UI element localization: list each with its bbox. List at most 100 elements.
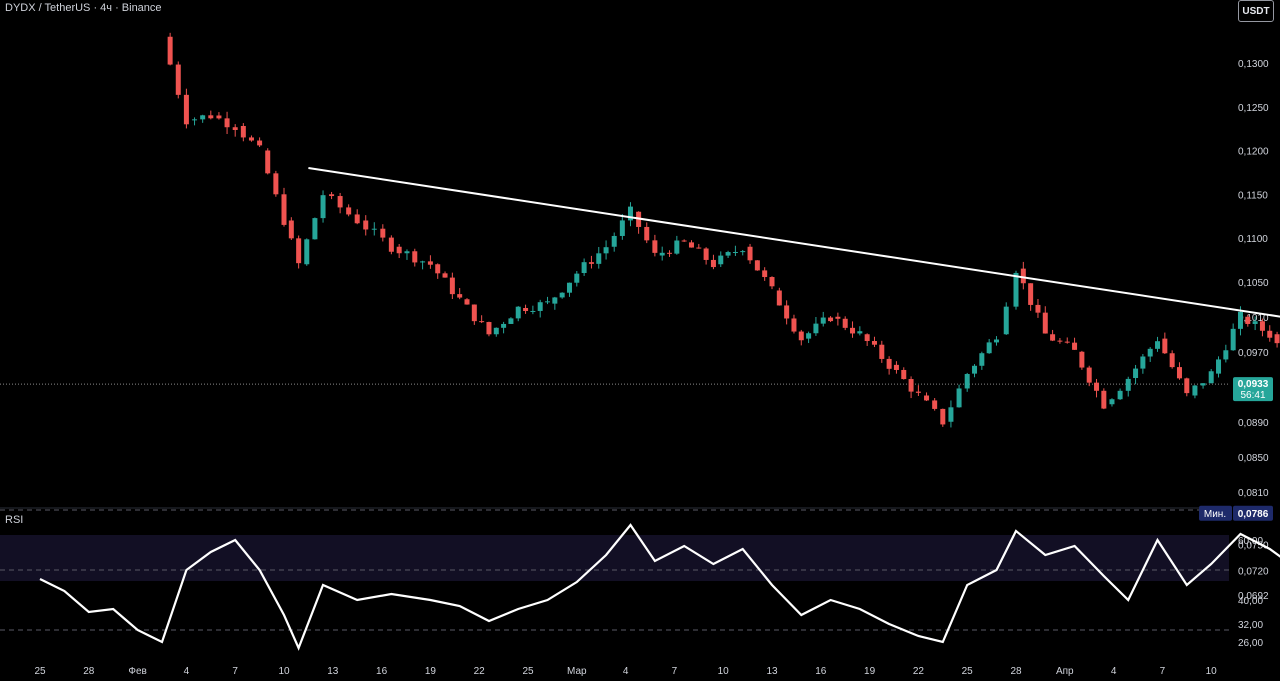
time-tick-label: 10 [1206, 666, 1218, 677]
candle-body [354, 214, 360, 224]
countdown-value: 56:41 [1240, 390, 1265, 401]
candle-body [652, 240, 658, 253]
price-tick-label: 0,0692 [1238, 591, 1269, 602]
candle-body [486, 322, 492, 335]
candle-body [979, 353, 985, 366]
candle-body [820, 317, 826, 324]
candle-body [1072, 342, 1078, 350]
candle-body [703, 248, 709, 260]
candle-body [940, 408, 946, 425]
candle-body [1028, 283, 1034, 305]
symbol-title[interactable]: DYDX / TetherUS · 4ч · Binance [5, 2, 162, 14]
candle-body [346, 207, 352, 215]
candle-body [515, 306, 521, 319]
rsi-series [39, 523, 1280, 651]
candle-body [776, 290, 782, 306]
candle-body [1200, 383, 1206, 386]
time-tick-label: 13 [327, 666, 339, 677]
price-tick-label: 0,1200 [1238, 147, 1269, 158]
candle-body [320, 195, 326, 219]
time-tick-label: 19 [425, 666, 437, 677]
candle-body [762, 270, 768, 278]
candle-body [493, 327, 499, 335]
candle-body [1147, 348, 1153, 357]
time-tick-label: Фев [128, 666, 146, 677]
time-tick-label: 28 [1010, 666, 1022, 677]
candle-body [208, 115, 214, 119]
candle-body [1101, 390, 1107, 409]
rsi-title[interactable]: RSI [5, 514, 24, 526]
rsi-band [0, 535, 1229, 581]
candle-body [588, 262, 594, 264]
time-tick-label: Апр [1056, 666, 1074, 677]
time-tick-label: 4 [623, 666, 629, 677]
price-tick-label: 0,0720 [1238, 567, 1269, 578]
time-tick-label: 25 [34, 666, 46, 677]
candle-body [224, 118, 230, 128]
candle-body [784, 305, 790, 319]
candle-body [1267, 330, 1273, 338]
time-tick-label: 7 [1160, 666, 1166, 677]
trendline[interactable] [308, 167, 1280, 422]
min-value-badge [1233, 505, 1273, 521]
candle-body [420, 261, 426, 263]
candle-body [806, 333, 812, 339]
candle-body [1155, 341, 1161, 349]
candle-body [842, 318, 848, 328]
min-label: Мин. [1204, 509, 1226, 520]
candle-body [798, 331, 804, 341]
price-tick-label: 0,1050 [1238, 278, 1269, 289]
candle-body [1192, 385, 1198, 396]
candle-body [329, 194, 335, 197]
candle-body [501, 323, 507, 328]
price-tick-label: 0,1010 [1238, 313, 1269, 324]
candle-body [769, 277, 775, 287]
candle-body [175, 64, 181, 95]
candle-body [901, 369, 907, 380]
candle-body [1035, 304, 1041, 313]
candle-body [948, 407, 954, 422]
rsi-tick-label: 60,00 [1238, 536, 1263, 547]
candle-body [545, 301, 551, 303]
candle-body [435, 264, 441, 274]
candle-body [1274, 334, 1280, 344]
candle-body [192, 119, 198, 121]
candle-body [380, 228, 386, 238]
candle-body [1050, 334, 1056, 341]
candle-body [1020, 268, 1026, 284]
candle-body [1003, 306, 1009, 335]
candle-body [566, 282, 572, 293]
price-tick-label: 0,0750 [1238, 540, 1269, 551]
candle-body [371, 228, 377, 230]
time-tick-label: 4 [1111, 666, 1117, 677]
candle-body [611, 235, 617, 247]
candle-body [893, 364, 899, 370]
candle-body [337, 196, 343, 208]
candle-body [747, 246, 753, 261]
candle-body [596, 253, 602, 264]
candle-body [183, 94, 189, 125]
candle-body [886, 358, 892, 369]
candle-body [1259, 321, 1265, 331]
candle-body [312, 218, 318, 240]
candle-body [288, 220, 294, 239]
currency-button[interactable]: USDT [1238, 0, 1274, 22]
price-tick-label: 0,1100 [1238, 234, 1268, 245]
candle-body [908, 379, 914, 392]
candle-body [396, 246, 402, 254]
candle-body [986, 342, 992, 354]
candle-body [603, 247, 609, 254]
candle-body [404, 251, 410, 254]
candle-body [523, 308, 529, 312]
candle-body [508, 318, 514, 324]
time-tick-label: 13 [766, 666, 778, 677]
candle-body [835, 316, 841, 319]
candle-body [257, 140, 263, 146]
time-tick-label: 16 [815, 666, 827, 677]
candle-body [1042, 312, 1048, 334]
candle-body [791, 318, 797, 332]
candle-body [667, 252, 673, 254]
candle-body [479, 321, 485, 323]
candle-body [1125, 378, 1131, 391]
trendline-group[interactable] [308, 167, 1280, 422]
